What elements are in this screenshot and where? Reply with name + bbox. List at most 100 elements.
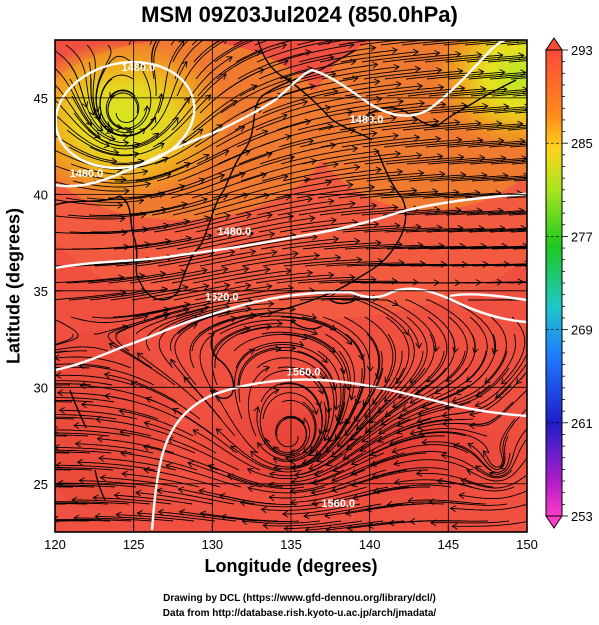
streamline (157, 489, 235, 505)
streamline-arrow (280, 42, 288, 50)
streamline (303, 333, 349, 390)
streamline (75, 443, 154, 454)
streamline (214, 40, 256, 63)
contour-1480-mid (55, 192, 527, 270)
streamline-arrow (435, 135, 442, 143)
streamline (278, 295, 357, 301)
streamline (424, 210, 503, 216)
streamline (55, 231, 127, 235)
streamline (381, 121, 460, 131)
y-tick-label: 30 (34, 380, 48, 395)
streamline (510, 77, 527, 80)
streamline (320, 135, 399, 148)
streamline-arrow (311, 499, 318, 507)
streamline-arrow (392, 401, 399, 408)
streamline-arrow (499, 463, 506, 471)
streamline (72, 499, 151, 505)
streamline-arrow (394, 150, 402, 158)
streamline (444, 123, 523, 131)
streamline (422, 40, 483, 46)
contour-label: 1520.0 (205, 291, 239, 303)
streamline (214, 326, 272, 369)
streamline (385, 316, 410, 384)
wind-streamlines (0, 4, 593, 532)
streamline-arrow (562, 296, 567, 302)
contour-label: 1560.0 (321, 498, 355, 510)
streamline-arrow (438, 84, 445, 91)
streamline-arrow (565, 87, 570, 93)
streamline-arrow (588, 104, 593, 110)
streamline-arrow (55, 354, 60, 362)
streamline (308, 384, 330, 456)
streamline (486, 126, 527, 131)
streamline-arrow (324, 512, 331, 519)
streamline-arrow (225, 297, 232, 305)
streamline (129, 269, 207, 284)
streamline (325, 100, 404, 114)
streamline (296, 186, 375, 199)
streamline (113, 237, 192, 250)
streamline (93, 497, 172, 505)
streamline (0, 453, 48, 456)
streamline (55, 165, 126, 180)
streamline-arrow (165, 462, 172, 470)
streamline-arrow (71, 496, 78, 504)
streamline (218, 60, 289, 97)
streamline (501, 316, 526, 385)
streamline-arrow (121, 229, 128, 237)
streamline-arrow (409, 429, 417, 436)
streamline-arrow (466, 468, 473, 476)
streamline (422, 192, 501, 199)
streamline (212, 323, 283, 352)
streamline-arrow (391, 447, 399, 454)
streamline-arrow (330, 217, 337, 224)
streamline-arrow (58, 407, 65, 414)
streamline-arrow (581, 121, 586, 127)
streamline-arrow (250, 450, 257, 458)
map-title: MSM 09Z03Jul2024 (850.0hPa) (141, 2, 458, 27)
streamline (158, 315, 198, 369)
streamline (363, 299, 420, 349)
streamline-arrow (120, 450, 127, 457)
streamline-arrow (397, 98, 404, 106)
streamline (215, 114, 288, 148)
streamline-arrow (279, 14, 285, 20)
streamline (258, 219, 337, 233)
streamline (300, 223, 379, 233)
streamline-arrow (358, 353, 365, 361)
streamline-arrow (585, 156, 590, 162)
streamline (281, 240, 360, 250)
colorbar-label: 277 (571, 229, 593, 244)
streamline (364, 316, 394, 383)
streamline (369, 367, 426, 424)
streamline (282, 503, 361, 515)
streamline (276, 276, 355, 284)
contour-1480-north (55, 40, 506, 188)
streamline (317, 40, 348, 46)
streamline (55, 199, 123, 206)
streamline-arrow (484, 377, 491, 384)
streamline-arrow (474, 401, 481, 408)
streamline-arrow (303, 176, 311, 184)
streamline-arrow (220, 513, 227, 521)
streamline-arrow (16, 484, 21, 490)
streamline (152, 94, 211, 148)
streamline (396, 418, 474, 434)
streamline-arrow (308, 464, 315, 471)
streamline-arrow (180, 16, 186, 21)
streamline-arrow (347, 26, 352, 32)
streamline-arrow (540, 208, 545, 214)
streamline-arrow (250, 248, 257, 256)
streamline (403, 54, 482, 63)
streamline-arrow (55, 461, 62, 469)
streamline-arrow (239, 171, 246, 178)
streamline (134, 234, 212, 250)
streamline (484, 316, 507, 384)
streamline-arrow (321, 356, 328, 364)
streamline (512, 94, 527, 97)
streamline-arrow (467, 442, 474, 449)
streamline-arrow (183, 376, 190, 383)
streamline-arrow (563, 225, 568, 231)
streamline (378, 401, 451, 434)
streamline-arrow (231, 4, 237, 10)
